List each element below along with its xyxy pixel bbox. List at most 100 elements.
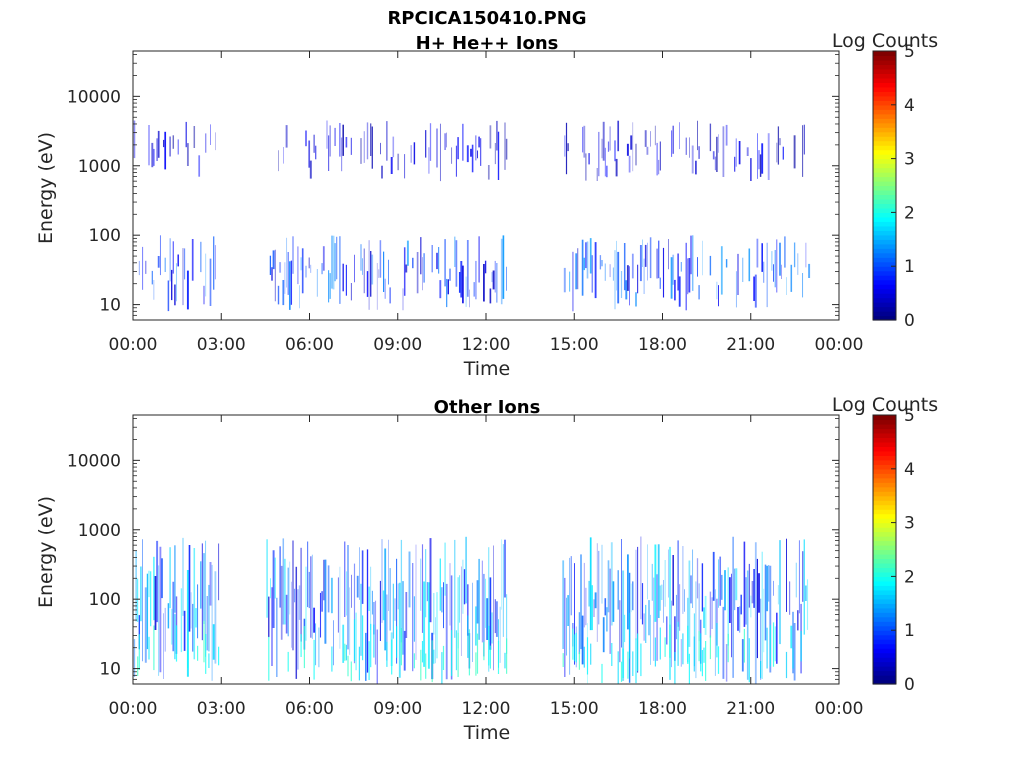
colorbar-segment (873, 230, 896, 236)
colorbar-segment (873, 639, 896, 645)
colorbar-segment (873, 661, 896, 667)
colorbar-segment (873, 131, 896, 137)
colorbar-segment (873, 225, 896, 231)
x-tick-label: 15:00 (550, 335, 599, 355)
colorbar-segment (873, 441, 896, 447)
colorbar-segment (873, 311, 896, 317)
colorbar-segment (873, 149, 896, 155)
colorbar-segment (873, 288, 896, 294)
colorbar-segment (873, 212, 896, 218)
colorbar-segment (873, 275, 896, 281)
colorbar-segment (873, 450, 896, 456)
x-tick-label: 18:00 (638, 699, 687, 719)
axes: 00:00 03:00 06:00 09:00 12:00 15:00 18:00 21:00… (67, 414, 864, 719)
x-tick-label: 12:00 (462, 335, 511, 355)
colorbar-segment (873, 527, 896, 533)
colorbar-segment (873, 181, 896, 187)
y-axis-label: Energy (eV) (35, 132, 57, 244)
x-tick-label: 06:00 (285, 699, 334, 719)
y-tick-label: 10 (99, 296, 121, 316)
colorbar-segment (873, 679, 896, 685)
colorbar-segment (873, 163, 896, 169)
colorbar-segment (873, 432, 896, 439)
colorbar-segment (873, 51, 896, 57)
y-tick-label: 10000 (67, 451, 121, 471)
x-tick-label: 21:00 (726, 335, 775, 355)
colorbar-segment (873, 207, 896, 213)
colorbar-segment (873, 652, 896, 658)
colorbar-segment (873, 562, 896, 569)
colorbar-segment (873, 59, 896, 66)
colorbar-segment (873, 145, 896, 151)
colorbar-segment (873, 657, 896, 663)
colorbar-segment (873, 558, 896, 564)
colorbar-segment (873, 576, 896, 582)
colorbar-segment (873, 306, 896, 312)
colorbar-segment (873, 423, 896, 430)
colorbar-tick-label: 2 (904, 203, 915, 223)
colorbar-segment (873, 419, 896, 425)
x-tick-label: 03:00 (197, 699, 246, 719)
spectrogram-area (133, 120, 811, 312)
colorbar-segment (873, 455, 896, 461)
x-tick-label: 09:00 (373, 699, 422, 719)
x-tick-label: 00:00 (109, 335, 158, 355)
colorbar-tick-label: 4 (904, 460, 915, 480)
colorbar-segment (873, 252, 896, 258)
colorbar-segment (873, 675, 896, 681)
colorbar-segment (873, 297, 896, 303)
y-tick-label: 100 (89, 226, 121, 246)
colorbar-tick-label: 1 (904, 621, 915, 641)
y-axis-label: Energy (eV) (35, 496, 57, 608)
colorbar-segment (873, 221, 896, 227)
colorbar-tick-label: 5 (904, 42, 915, 62)
colorbar-segment (873, 91, 896, 97)
colorbar-segment (873, 621, 896, 627)
colorbar-tick-label: 3 (904, 514, 915, 534)
colorbar-segment (873, 234, 896, 240)
y-tick-label: 10000 (67, 87, 121, 107)
colorbar-segment (873, 612, 896, 618)
colorbar-segment (873, 531, 896, 537)
colorbar-segment (873, 437, 896, 443)
colorbar-segment (873, 64, 896, 70)
colorbar-segment (873, 630, 896, 636)
colorbar-segment (873, 446, 896, 452)
colorbar-segment (873, 248, 896, 254)
colorbar-segment (873, 136, 896, 142)
x-tick-label: 03:00 (197, 335, 246, 355)
colorbar-segment (873, 540, 896, 546)
x-tick-label: 00:00 (109, 699, 158, 719)
x-axis-label: Time (463, 358, 511, 380)
colorbar-segment (873, 459, 896, 465)
colorbar-segment (873, 158, 896, 164)
colorbar-segment (873, 243, 896, 249)
colorbar-segment (873, 477, 896, 483)
colorbar-segment (873, 491, 896, 497)
colorbar-tick-label: 4 (904, 96, 915, 116)
colorbar-segment (873, 167, 896, 173)
colorbar-segment (873, 100, 896, 106)
colorbar-segment (873, 266, 896, 272)
colorbar-segment (873, 293, 896, 299)
colorbar-segment (873, 189, 896, 196)
colorbar-tick-label: 2 (904, 567, 915, 587)
colorbar-segment (873, 82, 896, 88)
colorbar-label: Log Counts (832, 394, 938, 416)
colorbar-segment (873, 670, 896, 676)
colorbar-segment (873, 257, 896, 263)
x-tick-label: 00:00 (815, 335, 864, 355)
x-tick-label: 18:00 (638, 335, 687, 355)
colorbar-segment (873, 185, 896, 191)
colorbar-segment (873, 216, 896, 222)
colorbar-segment (873, 284, 896, 290)
colorbar-segment (873, 509, 896, 515)
colorbar-segment (873, 172, 896, 178)
colorbar-segment (873, 495, 896, 501)
colorbar-segment (873, 473, 896, 479)
colorbar-segment (873, 616, 896, 622)
colorbar-segment (873, 109, 896, 115)
colorbar-tick-label: 0 (904, 311, 915, 331)
plot-frame (132, 50, 840, 321)
